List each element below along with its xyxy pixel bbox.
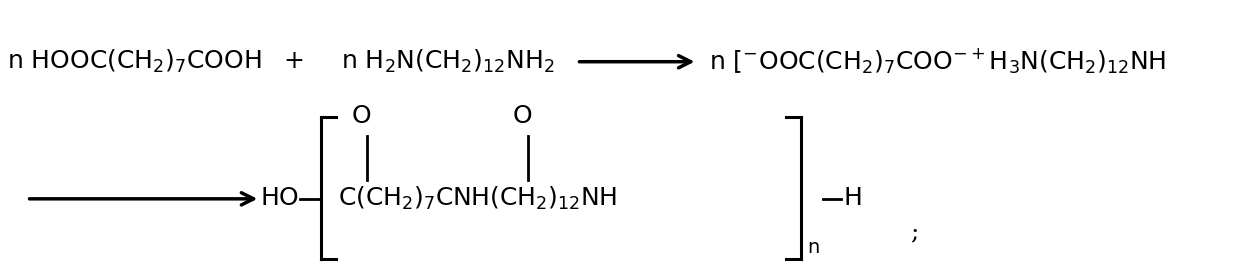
- Text: $\mathrm{n}$: $\mathrm{n}$: [807, 239, 820, 257]
- Text: ;: ;: [910, 220, 919, 243]
- Text: $\mathrm{n\ H_2N(CH_2)_{12}NH_2}$: $\mathrm{n\ H_2N(CH_2)_{12}NH_2}$: [341, 48, 554, 75]
- Text: $\mathrm{+}$: $\mathrm{+}$: [283, 50, 304, 73]
- Text: $\mathrm{n\ [^{-}OOC(CH_2)_7COO^{-+}H_3N(CH_2)_{12}NH}$: $\mathrm{n\ [^{-}OOC(CH_2)_7COO^{-+}H_3N…: [709, 47, 1166, 76]
- Text: $\mathrm{H}$: $\mathrm{H}$: [843, 187, 862, 210]
- Text: $\mathrm{HO}$: $\mathrm{HO}$: [260, 187, 299, 210]
- Text: $\mathrm{O}$: $\mathrm{O}$: [512, 105, 533, 128]
- Text: $\mathrm{C(CH_2)_7CNH(CH_2)_{12}NH}$: $\mathrm{C(CH_2)_7CNH(CH_2)_{12}NH}$: [339, 185, 618, 212]
- Text: $\mathrm{n\ HOOC(CH_2)_7COOH}$: $\mathrm{n\ HOOC(CH_2)_7COOH}$: [7, 48, 262, 75]
- Text: $\mathrm{O}$: $\mathrm{O}$: [351, 105, 372, 128]
